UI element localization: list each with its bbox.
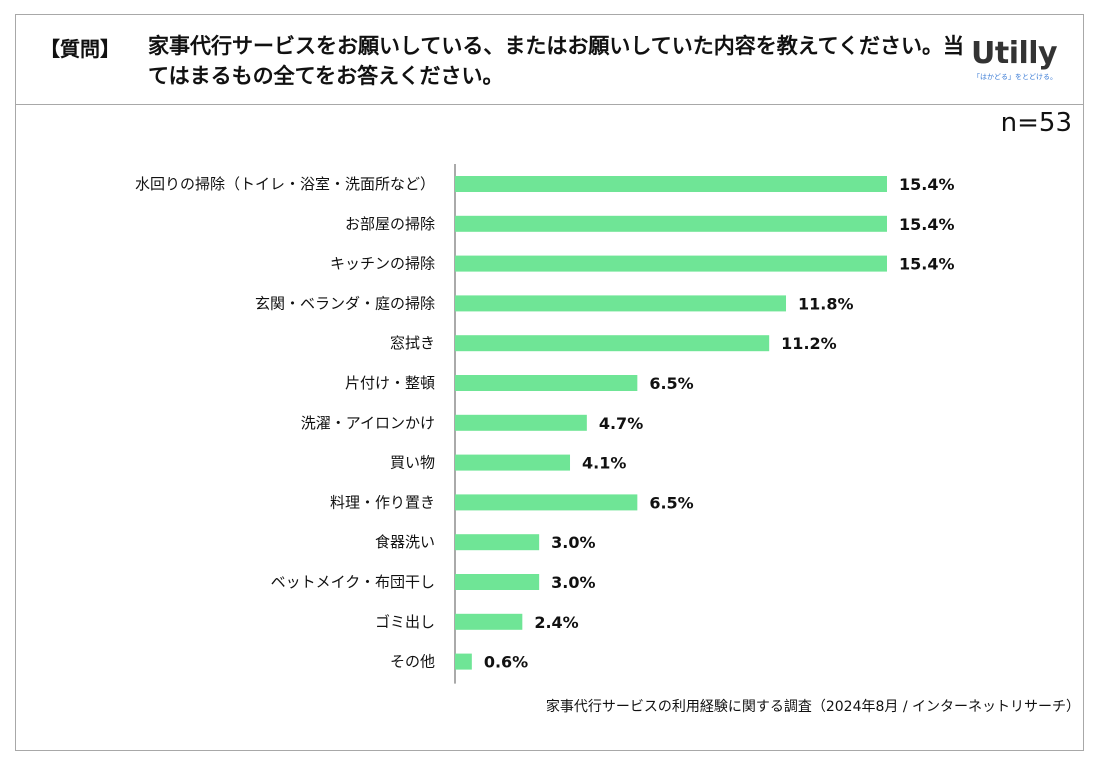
category-label: ゴミ出し bbox=[375, 613, 435, 631]
category-label: 料理・作り置き bbox=[330, 493, 435, 511]
bar bbox=[455, 653, 472, 670]
bar bbox=[455, 375, 638, 391]
value-label: 3.0% bbox=[551, 533, 595, 552]
category-label: その他 bbox=[390, 653, 435, 671]
value-label: 2.4% bbox=[534, 613, 578, 632]
value-label: 15.4% bbox=[899, 255, 955, 274]
category-label: キッチンの掃除 bbox=[330, 255, 435, 273]
bar bbox=[455, 414, 587, 431]
value-label: 15.4% bbox=[899, 215, 955, 234]
logo-wordmark: Utilly bbox=[971, 36, 1058, 71]
value-label: 6.5% bbox=[649, 374, 693, 393]
bar bbox=[455, 613, 523, 630]
question-text: 家事代行サービスをお願いしている、またはお願いしていた内容を教えてください。当て… bbox=[148, 34, 965, 88]
value-label: 11.2% bbox=[781, 334, 837, 353]
logo-tagline: 「はかどる」をとどける。 bbox=[973, 73, 1057, 81]
category-label: 買い物 bbox=[390, 454, 435, 472]
value-label: 3.0% bbox=[551, 573, 595, 592]
bar bbox=[455, 494, 638, 511]
category-label: 片付け・整頓 bbox=[345, 374, 435, 392]
category-label: 洗濯・アイロンかけ bbox=[301, 414, 435, 432]
value-label: 15.4% bbox=[899, 175, 955, 194]
question-tag: 【質問】 bbox=[40, 37, 120, 61]
bar bbox=[455, 534, 540, 551]
sample-size-label: n=53 bbox=[1000, 108, 1072, 138]
value-label: 4.1% bbox=[582, 454, 626, 473]
bar bbox=[455, 454, 571, 471]
bar bbox=[455, 176, 887, 192]
bar bbox=[455, 295, 787, 312]
category-label: 水回りの掃除（トイレ・浴室・洗面所など） bbox=[135, 175, 435, 193]
value-label: 11.8% bbox=[798, 294, 854, 313]
source-note: 家事代行サービスの利用経験に関する調査（2024年8月 / インターネットリサー… bbox=[545, 699, 1080, 715]
category-label: 窓拭き bbox=[390, 334, 435, 352]
category-label: 玄関・ベランダ・庭の掃除 bbox=[255, 294, 435, 312]
category-label: お部屋の掃除 bbox=[345, 215, 435, 233]
category-label: 食器洗い bbox=[375, 533, 435, 551]
bar bbox=[455, 215, 887, 232]
bar bbox=[455, 255, 887, 272]
category-label: ベットメイク・布団干し bbox=[271, 573, 435, 591]
bar bbox=[455, 335, 770, 352]
value-label: 4.7% bbox=[599, 414, 643, 433]
bar bbox=[455, 574, 540, 590]
chart-frame: 【質問】 家事代行サービスをお願いしている、またはお願いしていた内容を教えてくだ… bbox=[15, 14, 1084, 751]
utilly-logo: Utilly 「はかどる」をとどける。 bbox=[971, 37, 1063, 89]
value-label: 6.5% bbox=[649, 493, 693, 512]
question-header: 【質問】 家事代行サービスをお願いしている、またはお願いしていた内容を教えてくだ… bbox=[16, 15, 1083, 105]
value-label: 0.6% bbox=[484, 653, 528, 672]
